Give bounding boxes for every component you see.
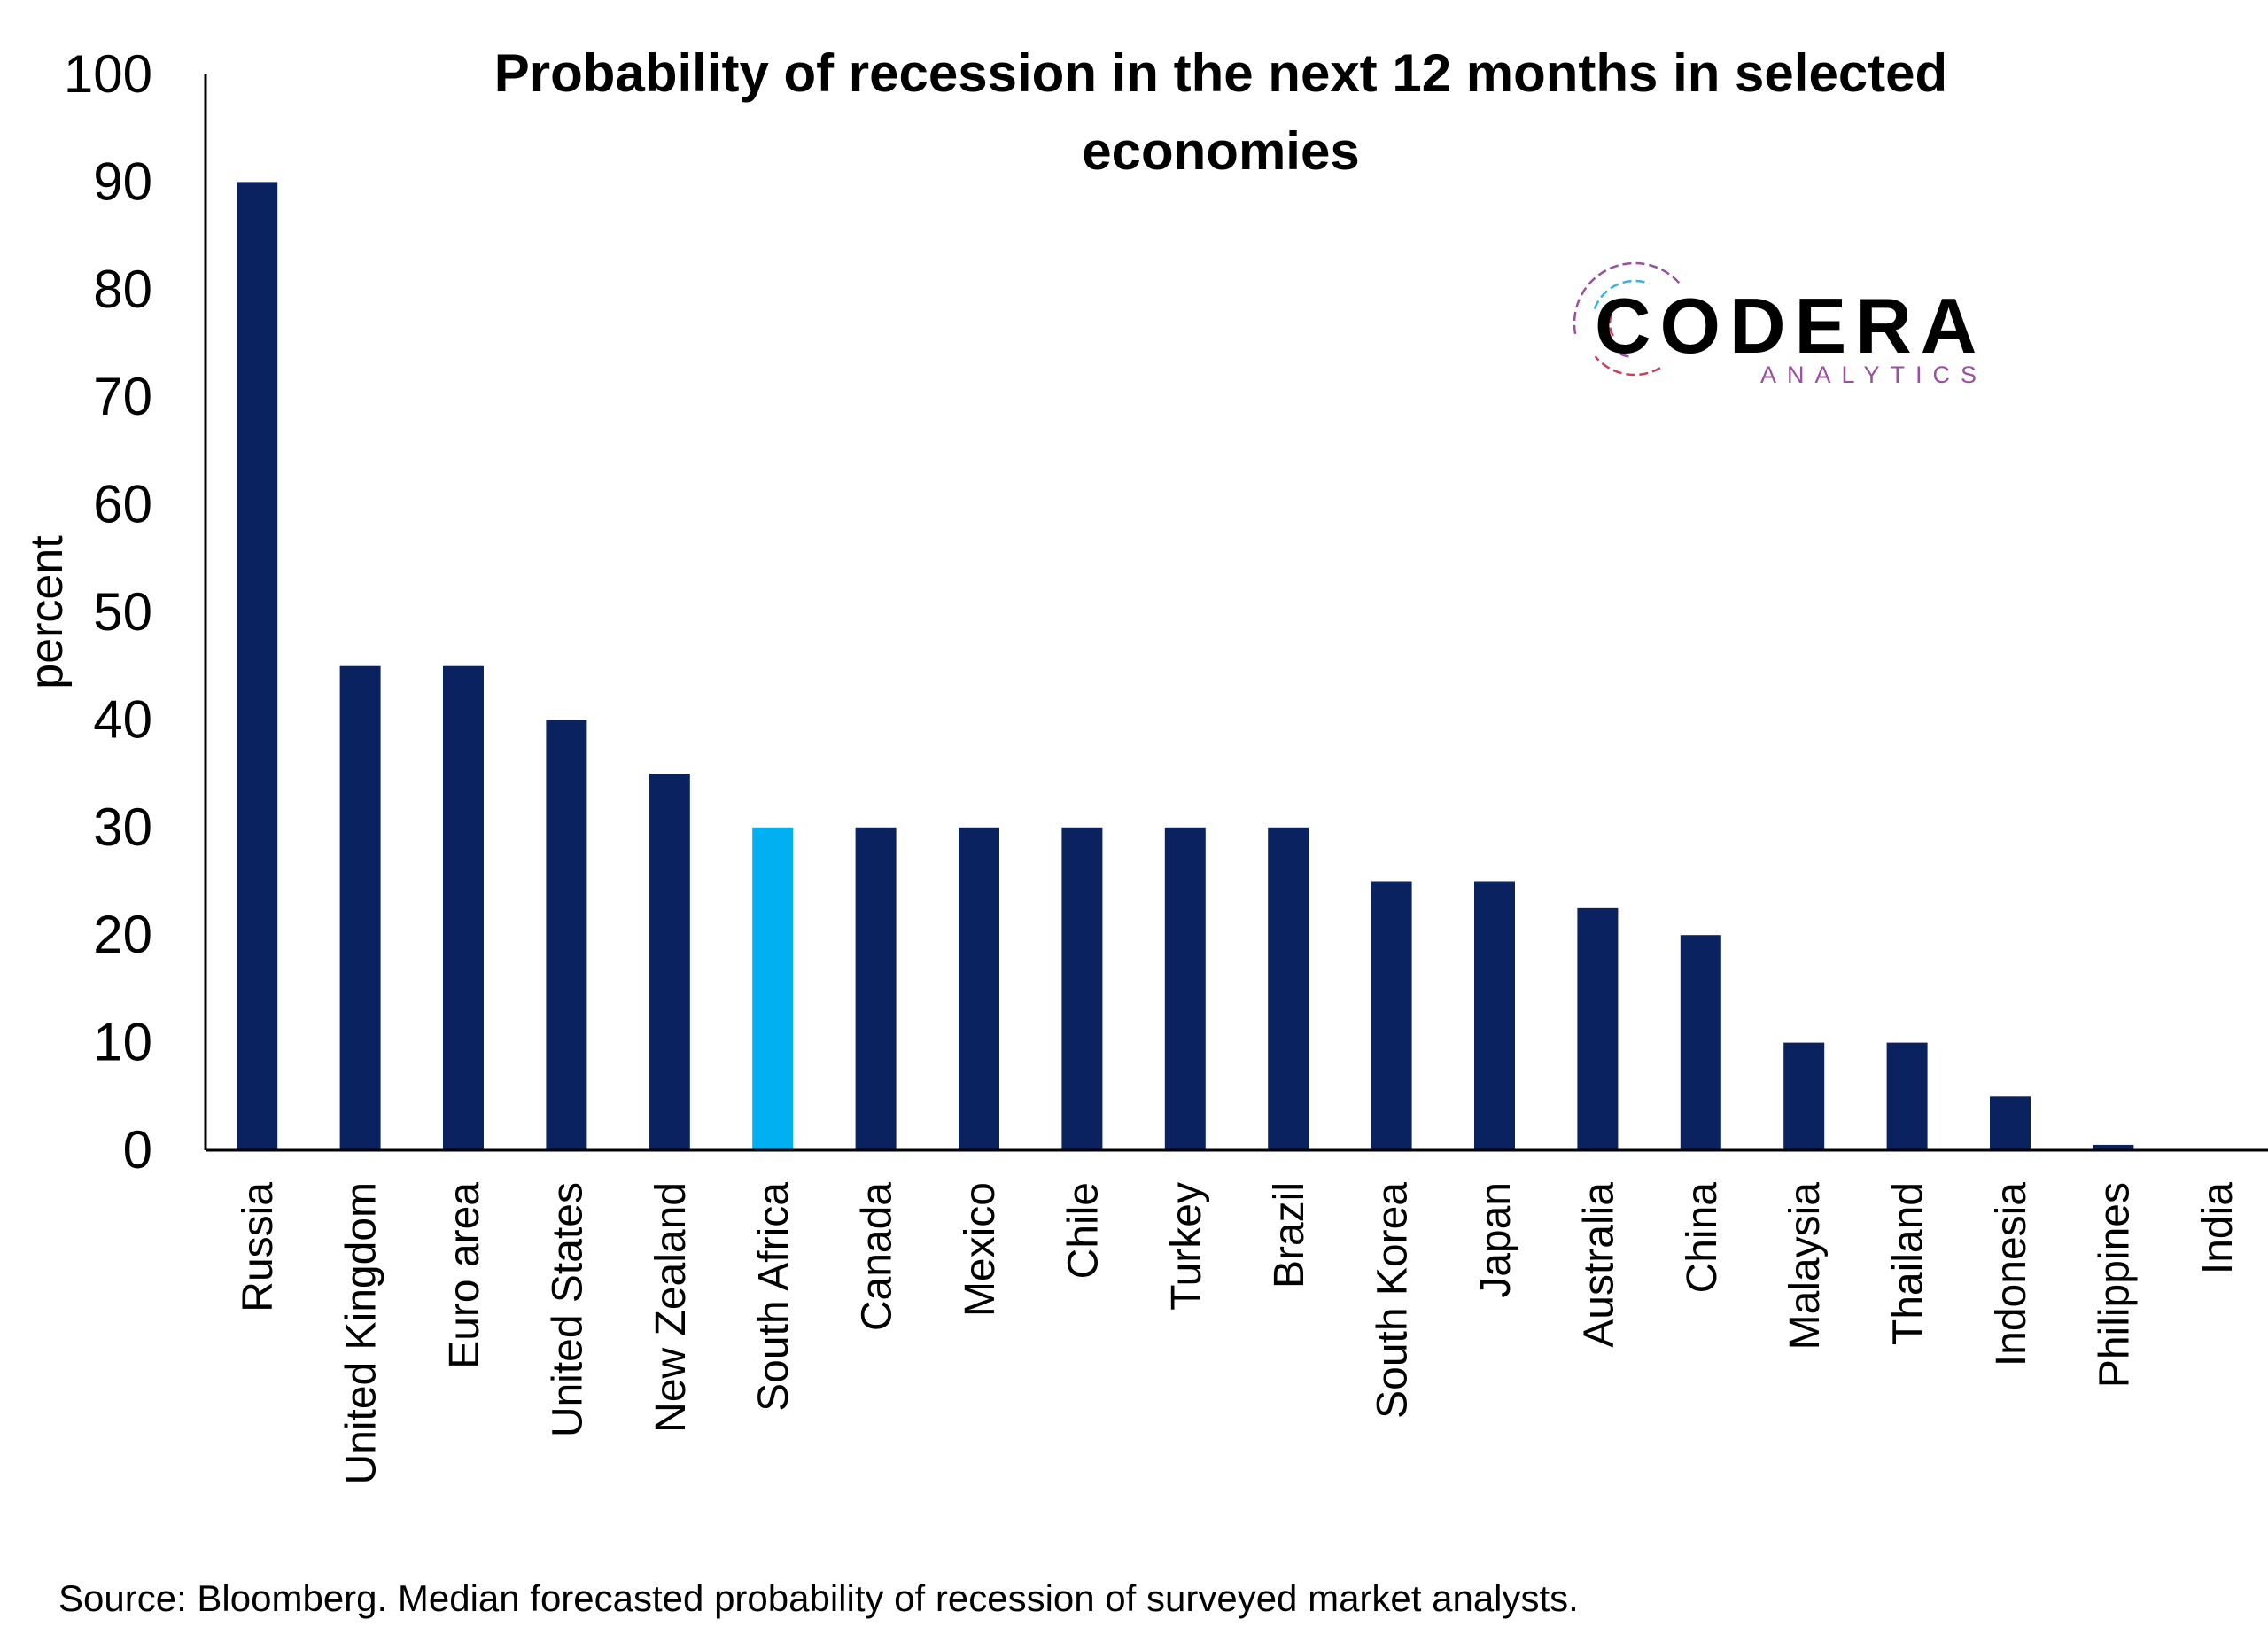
x-tick-label: Philippines <box>2091 1182 2138 1388</box>
bar-united-kingdom <box>339 665 381 1150</box>
bar-south-korea <box>1371 881 1412 1150</box>
bar-turkey <box>1164 827 1206 1150</box>
bars <box>237 182 2134 1150</box>
bar-russia <box>237 182 278 1150</box>
x-tick-label: Euro area <box>441 1182 488 1369</box>
logo-ring-arc <box>1599 317 1629 358</box>
x-tick-label: South Korea <box>1370 1182 1417 1419</box>
x-tick-label: Brazil <box>1266 1182 1313 1288</box>
bar-indonesia <box>1990 1096 2031 1150</box>
y-tick-label: 20 <box>93 905 152 964</box>
x-tick-label: Indonesia <box>1988 1182 2035 1366</box>
bar-brazil <box>1268 827 1309 1150</box>
y-tick-label: 10 <box>93 1013 152 1072</box>
y-axis: 0 10 20 30 40 50 60 70 80 90 100 percent <box>21 44 207 1179</box>
bar-japan <box>1474 881 1515 1150</box>
x-tick-label: Australia <box>1575 1182 1622 1348</box>
chart-title-line: Probability of recession in the next 12 … <box>494 43 1947 103</box>
x-tick-label: India <box>2194 1182 2241 1274</box>
x-tick-label: South Africa <box>750 1182 797 1412</box>
bar-philippines <box>2093 1144 2134 1150</box>
bar-south-africa <box>752 827 794 1150</box>
logo-ring-arc <box>1573 261 1682 335</box>
chart-title-line: economies <box>1082 121 1359 181</box>
y-tick-label: 70 <box>93 367 152 426</box>
x-tick-label: Malaysia <box>1782 1182 1829 1350</box>
bar-mexico <box>959 827 999 1150</box>
logo-name: CODERA <box>1595 282 1985 370</box>
bar-euro-area <box>443 665 484 1150</box>
y-tick-label: 50 <box>93 582 152 642</box>
bar-australia <box>1577 907 1619 1150</box>
bar-chile <box>1061 827 1103 1150</box>
x-tick-label: Japan <box>1472 1182 1519 1298</box>
logo-subtitle: ANALYTICS <box>1760 362 1987 388</box>
x-tick-label: China <box>1679 1182 1726 1294</box>
logo-ring-arc <box>1593 279 1650 310</box>
y-tick-label: 60 <box>93 475 152 534</box>
bar-thailand <box>1886 1042 1928 1150</box>
bar-canada <box>855 827 897 1150</box>
logo-ring-arc <box>1594 355 1661 377</box>
bar-new-zealand <box>649 774 690 1150</box>
x-tick-label: Turkey <box>1163 1182 1210 1311</box>
x-axis: Russia United Kingdom Euro area United Stat… <box>206 1148 2268 1485</box>
x-tick-label: Canada <box>854 1182 901 1331</box>
x-tick-label: Russia <box>235 1182 282 1312</box>
logo-rings-icon <box>1573 261 1682 377</box>
chart-title: Probability of recession in the next 12 … <box>494 43 1947 181</box>
x-tick-label: United States <box>544 1182 591 1437</box>
x-tick-label: New Zealand <box>648 1182 695 1433</box>
y-tick-label: 100 <box>64 44 152 104</box>
y-tick-label: 80 <box>93 260 152 319</box>
x-tick-label: Chile <box>1060 1182 1107 1279</box>
codera-logo: CODERA ANALYTICS <box>1573 261 1987 388</box>
y-tick-label: 30 <box>93 798 152 857</box>
x-tick-label: Mexico <box>957 1182 1004 1317</box>
bar-united-states <box>546 720 587 1150</box>
bar-malaysia <box>1783 1042 1825 1150</box>
x-tick-label: United Kingdom <box>338 1182 385 1485</box>
y-tick-label: 40 <box>93 689 152 749</box>
source-note: Source: Bloomberg. Median forecasted pro… <box>58 1577 1579 1619</box>
x-tick-label: Thailand <box>1885 1182 1932 1345</box>
y-tick-label: 0 <box>123 1120 152 1179</box>
y-tick-label: 90 <box>93 152 152 211</box>
logo-ring-arc <box>1608 303 1619 337</box>
y-axis-label: percent <box>21 535 73 689</box>
bar-china <box>1680 935 1721 1150</box>
